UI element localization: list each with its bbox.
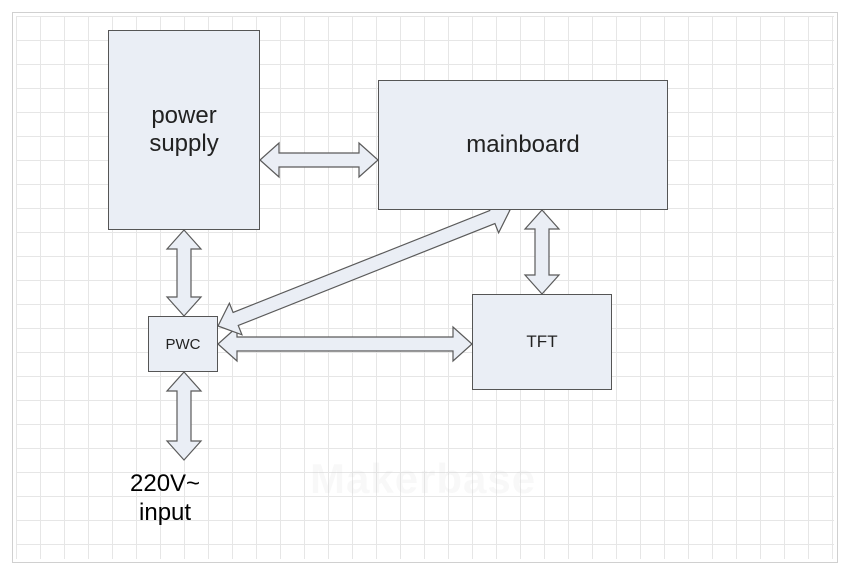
node-mainboard-label: mainboard [466,131,579,159]
node-mainboard: mainboard [378,80,668,210]
input-voltage-label: 220V~ input [130,470,200,528]
node-tft-label: TFT [526,332,557,352]
node-power-supply: powersupply [108,30,260,230]
watermark-text: Makerbase [310,455,536,503]
node-pwc-label: PWC [166,336,201,353]
input-voltage-line2: input [130,499,200,528]
node-pwc: PWC [148,316,218,372]
input-voltage-line1: 220V~ [130,470,200,499]
watermark-label: Makerbase [310,455,536,502]
node-power-supply-label: powersupply [149,102,218,158]
node-tft: TFT [472,294,612,390]
